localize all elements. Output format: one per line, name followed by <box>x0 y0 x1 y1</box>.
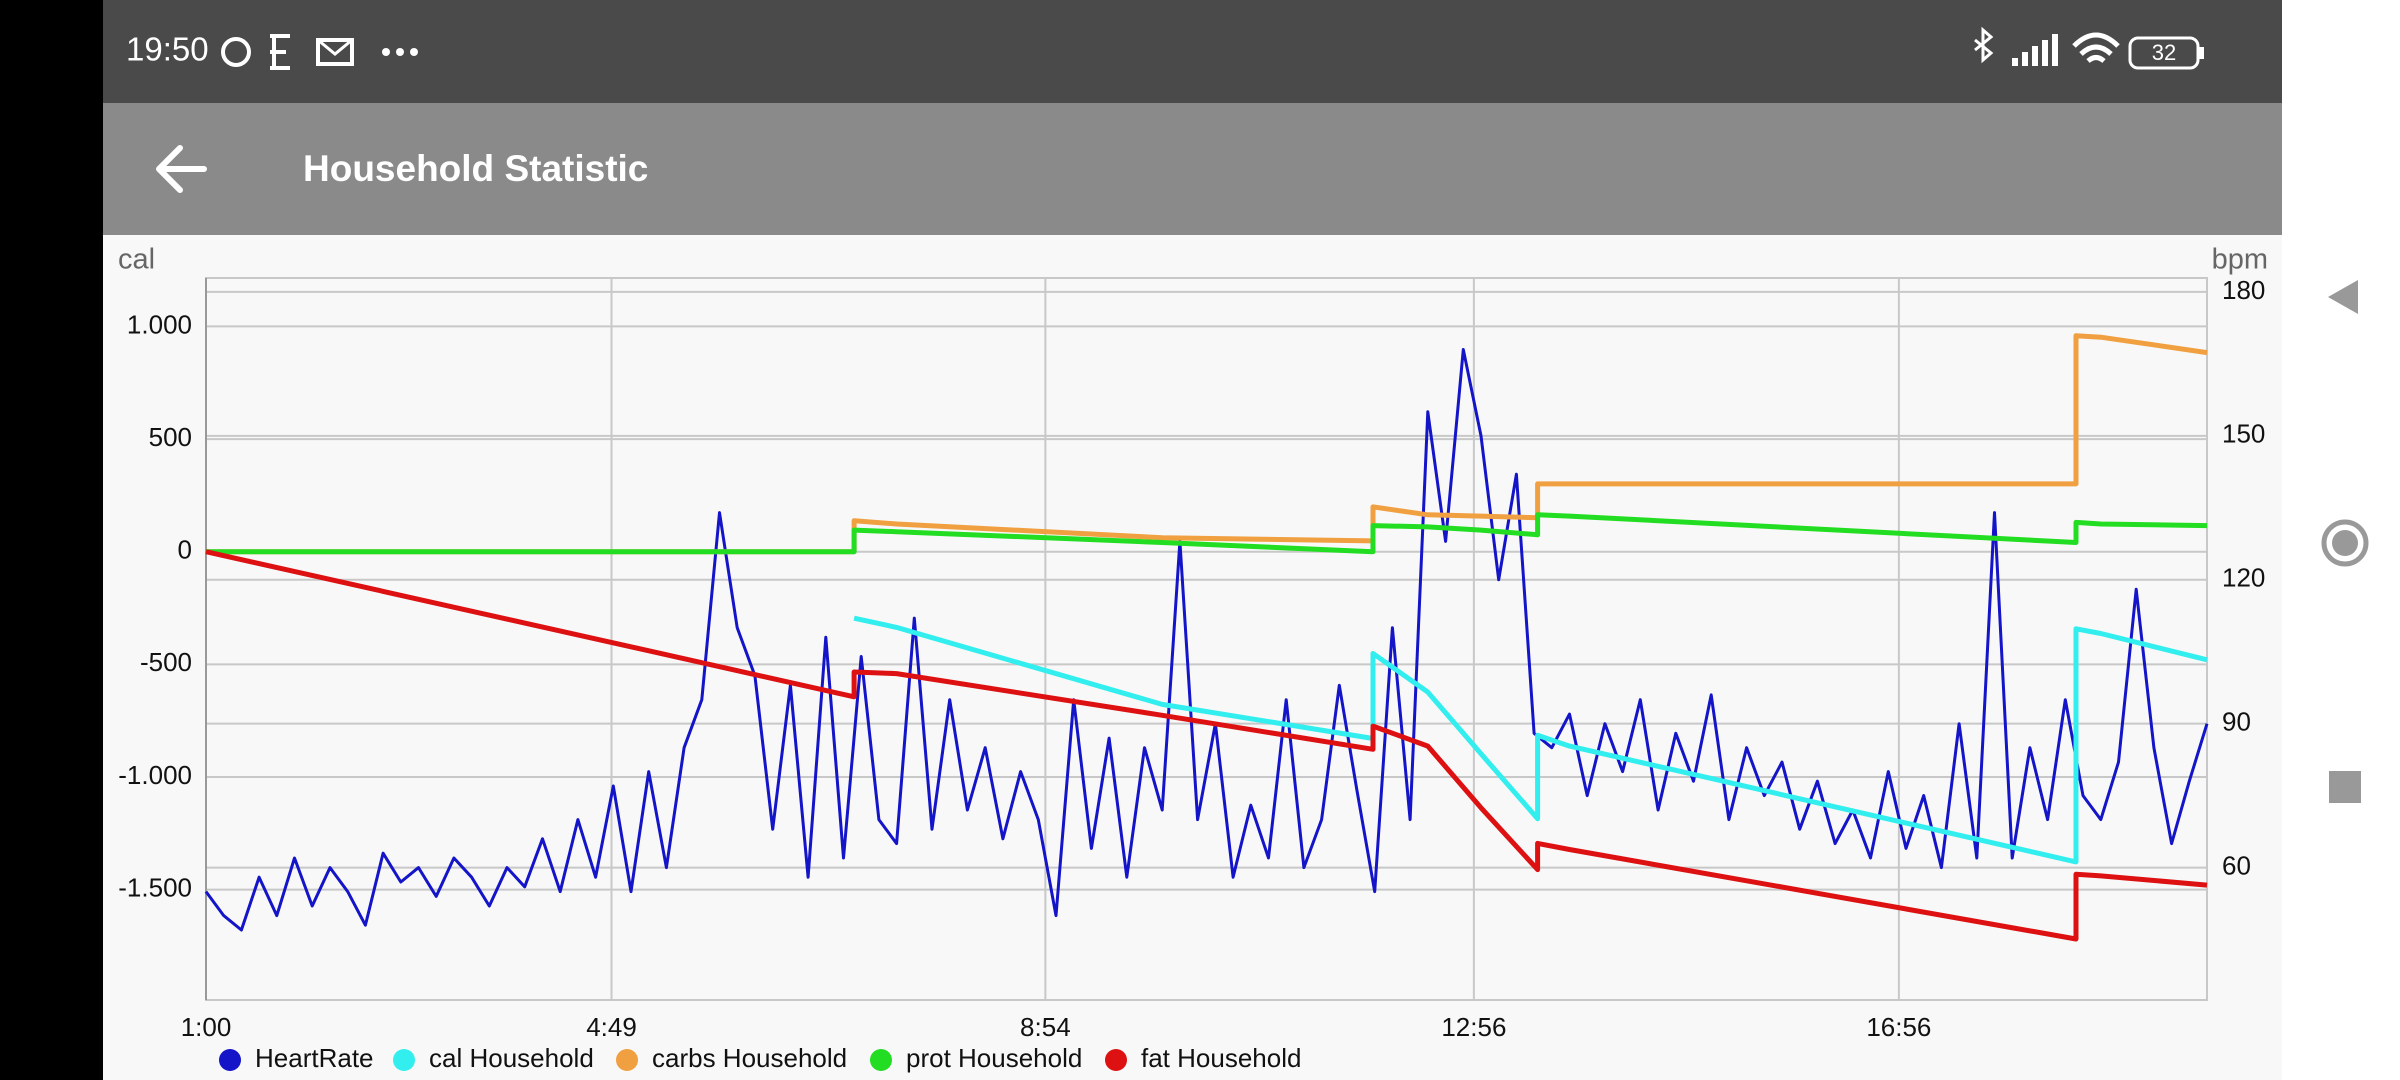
signal-icon <box>2012 34 2058 66</box>
app-title: Household Statistic <box>303 148 648 189</box>
y-tick-label: -1.500 <box>118 872 192 902</box>
legend-marker <box>616 1049 638 1071</box>
y2-tick-label: 90 <box>2222 707 2251 737</box>
y-tick-label: 1.000 <box>127 309 192 339</box>
y2-tick-label: 150 <box>2222 419 2265 449</box>
x-tick-label: 12:56 <box>1441 1012 1506 1042</box>
legend-marker <box>870 1049 892 1071</box>
status-time: 19:50 <box>126 31 209 68</box>
mail-icon-flap <box>317 38 353 56</box>
x-tick-label: 4:49 <box>586 1012 637 1042</box>
app-icon <box>270 34 290 70</box>
more-icon <box>382 48 418 56</box>
y-tick-label: 500 <box>149 422 192 452</box>
y2-tick-label: 120 <box>2222 563 2265 593</box>
legend-marker <box>219 1049 241 1071</box>
battery-tip <box>2199 47 2204 59</box>
series-line <box>205 549 2208 942</box>
nav-back[interactable] <box>2328 280 2358 314</box>
y2-axis-label: bpm <box>2212 244 2268 276</box>
x-tick-label: 8:54 <box>1020 1012 1071 1042</box>
series-line <box>204 348 2209 932</box>
left-edge <box>0 0 103 1080</box>
legend-label: HeartRate <box>255 1043 374 1073</box>
plot: 1.000 500 0 -500 -1.000 -1.500 180 150 120 90 60 1:… <box>118 275 2265 1073</box>
plot-background <box>205 277 2208 1001</box>
legend-marker <box>1105 1049 1127 1071</box>
wifi-icon <box>2072 32 2120 63</box>
battery-icon <box>2128 36 2200 70</box>
y2-tick-label: 60 <box>2222 850 2251 880</box>
x-tick-label: 1:00 <box>181 1012 232 1042</box>
legend-label: prot Household <box>906 1043 1082 1073</box>
y2-tick-label: 180 <box>2222 275 2265 305</box>
series-line <box>206 333 2208 555</box>
y-tick-label: -1.000 <box>118 760 192 790</box>
series-line <box>206 512 2208 555</box>
legend-marker <box>393 1049 415 1071</box>
x-tick-label: 16:56 <box>1866 1012 1931 1042</box>
legend-label: cal Household <box>429 1043 594 1073</box>
legend-label: fat Household <box>1141 1043 1301 1073</box>
bluetooth-icon <box>1974 26 1994 64</box>
app-bar[interactable] <box>103 103 2282 235</box>
nav-home[interactable] <box>2321 519 2369 567</box>
battery-level: 32 <box>2152 40 2176 65</box>
legend-label: carbs Household <box>652 1043 847 1073</box>
nav-recents[interactable] <box>2329 771 2361 803</box>
back-button[interactable] <box>156 145 207 193</box>
series-line <box>853 615 2208 865</box>
y-axis-label: cal <box>118 244 155 276</box>
status-bar <box>103 0 2282 103</box>
nav-home-dot <box>2332 530 2358 556</box>
y-tick-label: -500 <box>140 647 192 677</box>
chrome-icon <box>221 37 251 67</box>
y-tick-label: 0 <box>178 535 192 565</box>
mail-icon <box>316 38 354 66</box>
